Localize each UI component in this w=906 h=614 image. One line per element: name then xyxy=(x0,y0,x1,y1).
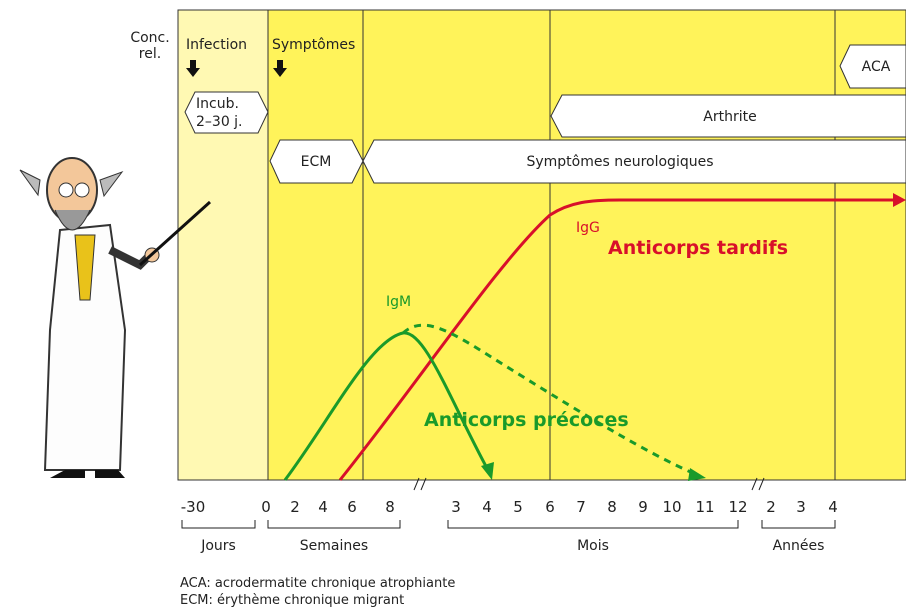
unit-bracket xyxy=(762,520,835,528)
phase-label: Arthrite xyxy=(703,109,756,125)
tick-label: 4 xyxy=(482,498,492,516)
tick-label: 8 xyxy=(607,498,617,516)
tick-label: 8 xyxy=(385,498,395,516)
phase-label: Incub. xyxy=(196,96,239,112)
tick-label: -30 xyxy=(181,498,206,516)
tick-label: 0 xyxy=(261,498,271,516)
tick-label: 7 xyxy=(576,498,586,516)
tick-label: 2 xyxy=(290,498,300,516)
tick-label: 3 xyxy=(451,498,461,516)
unit-bracket xyxy=(268,520,400,528)
tick-label: 3 xyxy=(796,498,806,516)
unit-label: Années xyxy=(773,538,825,554)
axis-label: Conc. xyxy=(130,30,169,46)
unit-label: Mois xyxy=(577,538,609,554)
lyme-diagram: Conc. rel. Infection Symptômes Incub. 2–… xyxy=(0,0,906,610)
unit-bracket xyxy=(448,520,738,528)
tick-label: 9 xyxy=(638,498,648,516)
event-label: Infection xyxy=(186,37,247,53)
curve-title: Anticorps précoces xyxy=(424,409,629,431)
phase-label: Symptômes neurologiques xyxy=(526,154,713,170)
tick-label: 6 xyxy=(545,498,555,516)
unit-bracket xyxy=(182,520,255,528)
phase-label: ACA xyxy=(862,59,891,75)
tick-label: 4 xyxy=(318,498,328,516)
footnote: ECM: érythème chronique migrant xyxy=(180,593,404,608)
unit-label: Semaines xyxy=(300,538,368,554)
axis-label: rel. xyxy=(139,46,161,62)
unit-label: Jours xyxy=(200,538,236,554)
tick-label: 10 xyxy=(662,498,681,516)
tick-label: 12 xyxy=(728,498,747,516)
phase-label: 2–30 j. xyxy=(196,114,243,130)
tick-label: 6 xyxy=(347,498,357,516)
zone-incubation xyxy=(178,10,268,480)
tick-label: 11 xyxy=(695,498,714,516)
tick-label: 5 xyxy=(513,498,523,516)
curve-label: IgG xyxy=(576,220,600,236)
curve-title: Anticorps tardifs xyxy=(608,237,788,259)
tick-label: 2 xyxy=(766,498,776,516)
curve-label: IgM xyxy=(386,294,411,310)
phase-label: ECM xyxy=(301,154,332,170)
event-label: Symptômes xyxy=(272,37,355,53)
tick-label: 4 xyxy=(828,498,838,516)
footnote: ACA: acrodermatite chronique atrophiante xyxy=(180,576,455,591)
